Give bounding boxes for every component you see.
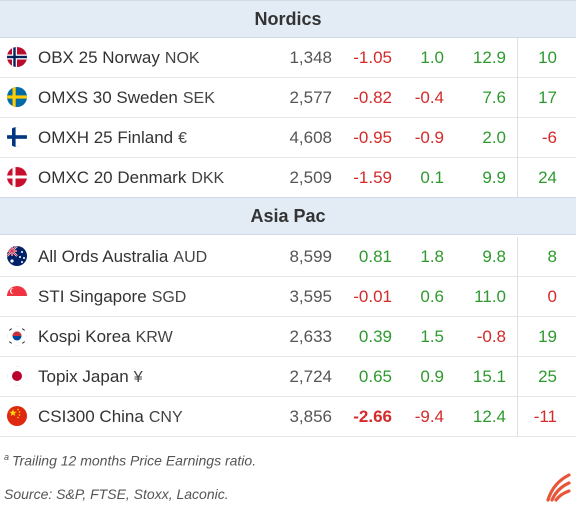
- value-cell: 0.39: [358, 327, 392, 346]
- value-cell: 2.0: [482, 128, 506, 147]
- value-cell: -0.82: [353, 88, 392, 107]
- value-cell: 9.8: [482, 247, 506, 266]
- column-divider: [517, 237, 518, 277]
- laconic-logo-icon: [545, 472, 571, 502]
- japan-flag-icon: [7, 366, 27, 386]
- pe-ratio-cell: -11: [533, 407, 557, 426]
- index-level: 2,577: [289, 88, 332, 107]
- pe-ratio-cell: 24: [538, 168, 557, 187]
- section-header-nordics: Nordics: [0, 0, 576, 38]
- value-cell: -0.8: [476, 327, 506, 346]
- table-row: OMXH 25 Finland € 4,608 -0.95 -0.9 2.0 -6: [0, 118, 576, 158]
- index-level: 3,595: [289, 287, 332, 306]
- australia-flag-icon: [7, 246, 27, 266]
- column-divider: [517, 118, 518, 158]
- finland-flag-icon: [7, 127, 27, 147]
- footnote: a Trailing 12 months Price Earnings ratio…: [4, 452, 257, 469]
- table-row: STI Singapore SGD 3,595 -0.01 0.6 11.0 0: [0, 277, 576, 317]
- value-cell: -0.01: [353, 287, 392, 306]
- index-level: 2,724: [289, 367, 332, 386]
- value-cell: -1.59: [353, 168, 392, 187]
- value-cell: 0.6: [420, 287, 444, 306]
- value-cell: 1.8: [420, 247, 444, 266]
- index-name: CSI300 China CNY: [38, 407, 183, 426]
- value-cell: 1.0: [420, 48, 444, 67]
- pe-ratio-cell: -6: [541, 128, 557, 147]
- value-cell: 1.5: [420, 327, 444, 346]
- china-flag-icon: [7, 406, 27, 426]
- index-name: STI Singapore SGD: [38, 287, 187, 306]
- value-cell: 12.4: [472, 407, 506, 426]
- table-row: OMXS 30 Sweden SEK 2,577 -0.82 -0.4 7.6 1…: [0, 78, 576, 118]
- index-name: OMXS 30 Sweden SEK: [38, 88, 215, 107]
- value-cell: 0.65: [358, 367, 392, 386]
- singapore-flag-icon: [7, 286, 27, 306]
- value-cell: 11.0: [474, 287, 506, 306]
- index-name: OMXC 20 Denmark DKK: [38, 168, 225, 187]
- index-level: 4,608: [289, 128, 332, 147]
- table-row: OBX 25 Norway NOK 1,348 -1.05 1.0 12.9 10: [0, 38, 576, 78]
- table-row: All Ords Australia AUD 8,599 0.81 1.8 9.8…: [0, 237, 576, 277]
- column-divider: [517, 38, 518, 78]
- index-name: OMXH 25 Finland €: [38, 128, 188, 147]
- norway-flag-icon: [7, 47, 27, 67]
- value-cell: -0.4: [414, 88, 444, 107]
- pe-ratio-cell: 25: [538, 367, 557, 386]
- index-name: OBX 25 Norway NOK: [38, 48, 200, 67]
- source-note: Source: S&P, FTSE, Stoxx, Laconic.: [4, 486, 229, 502]
- value-cell: 15.1: [472, 367, 506, 386]
- table-row: Topix Japan ¥ 2,724 0.65 0.9 15.1 25: [0, 357, 576, 397]
- table-row: CSI300 China CNY 3,856 -2.66 -9.4 12.4 -1…: [0, 397, 576, 437]
- value-cell: 0.81: [358, 247, 392, 266]
- column-divider: [517, 317, 518, 357]
- index-name: Topix Japan ¥: [38, 367, 143, 386]
- table-row: OMXC 20 Denmark DKK 2,509 -1.59 0.1 9.9 2…: [0, 158, 576, 198]
- value-cell: -0.95: [353, 128, 392, 147]
- pe-ratio-cell: 8: [547, 247, 557, 266]
- value-cell: -9.4: [414, 407, 444, 426]
- section-header-asia-pac: Asia Pac: [0, 197, 576, 235]
- column-divider: [517, 357, 518, 397]
- column-divider: [517, 158, 518, 198]
- value-cell: 7.6: [482, 88, 506, 107]
- value-cell: -2.66: [353, 407, 392, 426]
- index-level: 1,348: [289, 48, 332, 67]
- column-divider: [517, 397, 518, 437]
- index-level: 8,599: [289, 247, 332, 266]
- index-level: 3,856: [289, 407, 332, 426]
- value-cell: -0.9: [414, 128, 444, 147]
- column-divider: [517, 277, 518, 317]
- index-name: All Ords Australia AUD: [38, 247, 208, 266]
- value-cell: -1.05: [353, 48, 392, 67]
- south-korea-flag-icon: [7, 326, 27, 346]
- index-name: Kospi Korea KRW: [38, 327, 173, 346]
- value-cell: 9.9: [482, 168, 506, 187]
- value-cell: 0.1: [420, 168, 444, 187]
- table-row: Kospi Korea KRW 2,633 0.39 1.5 -0.8 19: [0, 317, 576, 357]
- value-cell: 0.9: [420, 367, 444, 386]
- denmark-flag-icon: [7, 167, 27, 187]
- pe-ratio-cell: 10: [538, 48, 557, 67]
- pe-ratio-cell: 19: [538, 327, 557, 346]
- pe-ratio-cell: 0: [547, 287, 557, 306]
- value-cell: 12.9: [472, 48, 506, 67]
- sweden-flag-icon: [7, 87, 27, 107]
- pe-ratio-cell: 17: [538, 88, 557, 107]
- index-level: 2,633: [289, 327, 332, 346]
- index-level: 2,509: [289, 168, 332, 187]
- column-divider: [517, 78, 518, 118]
